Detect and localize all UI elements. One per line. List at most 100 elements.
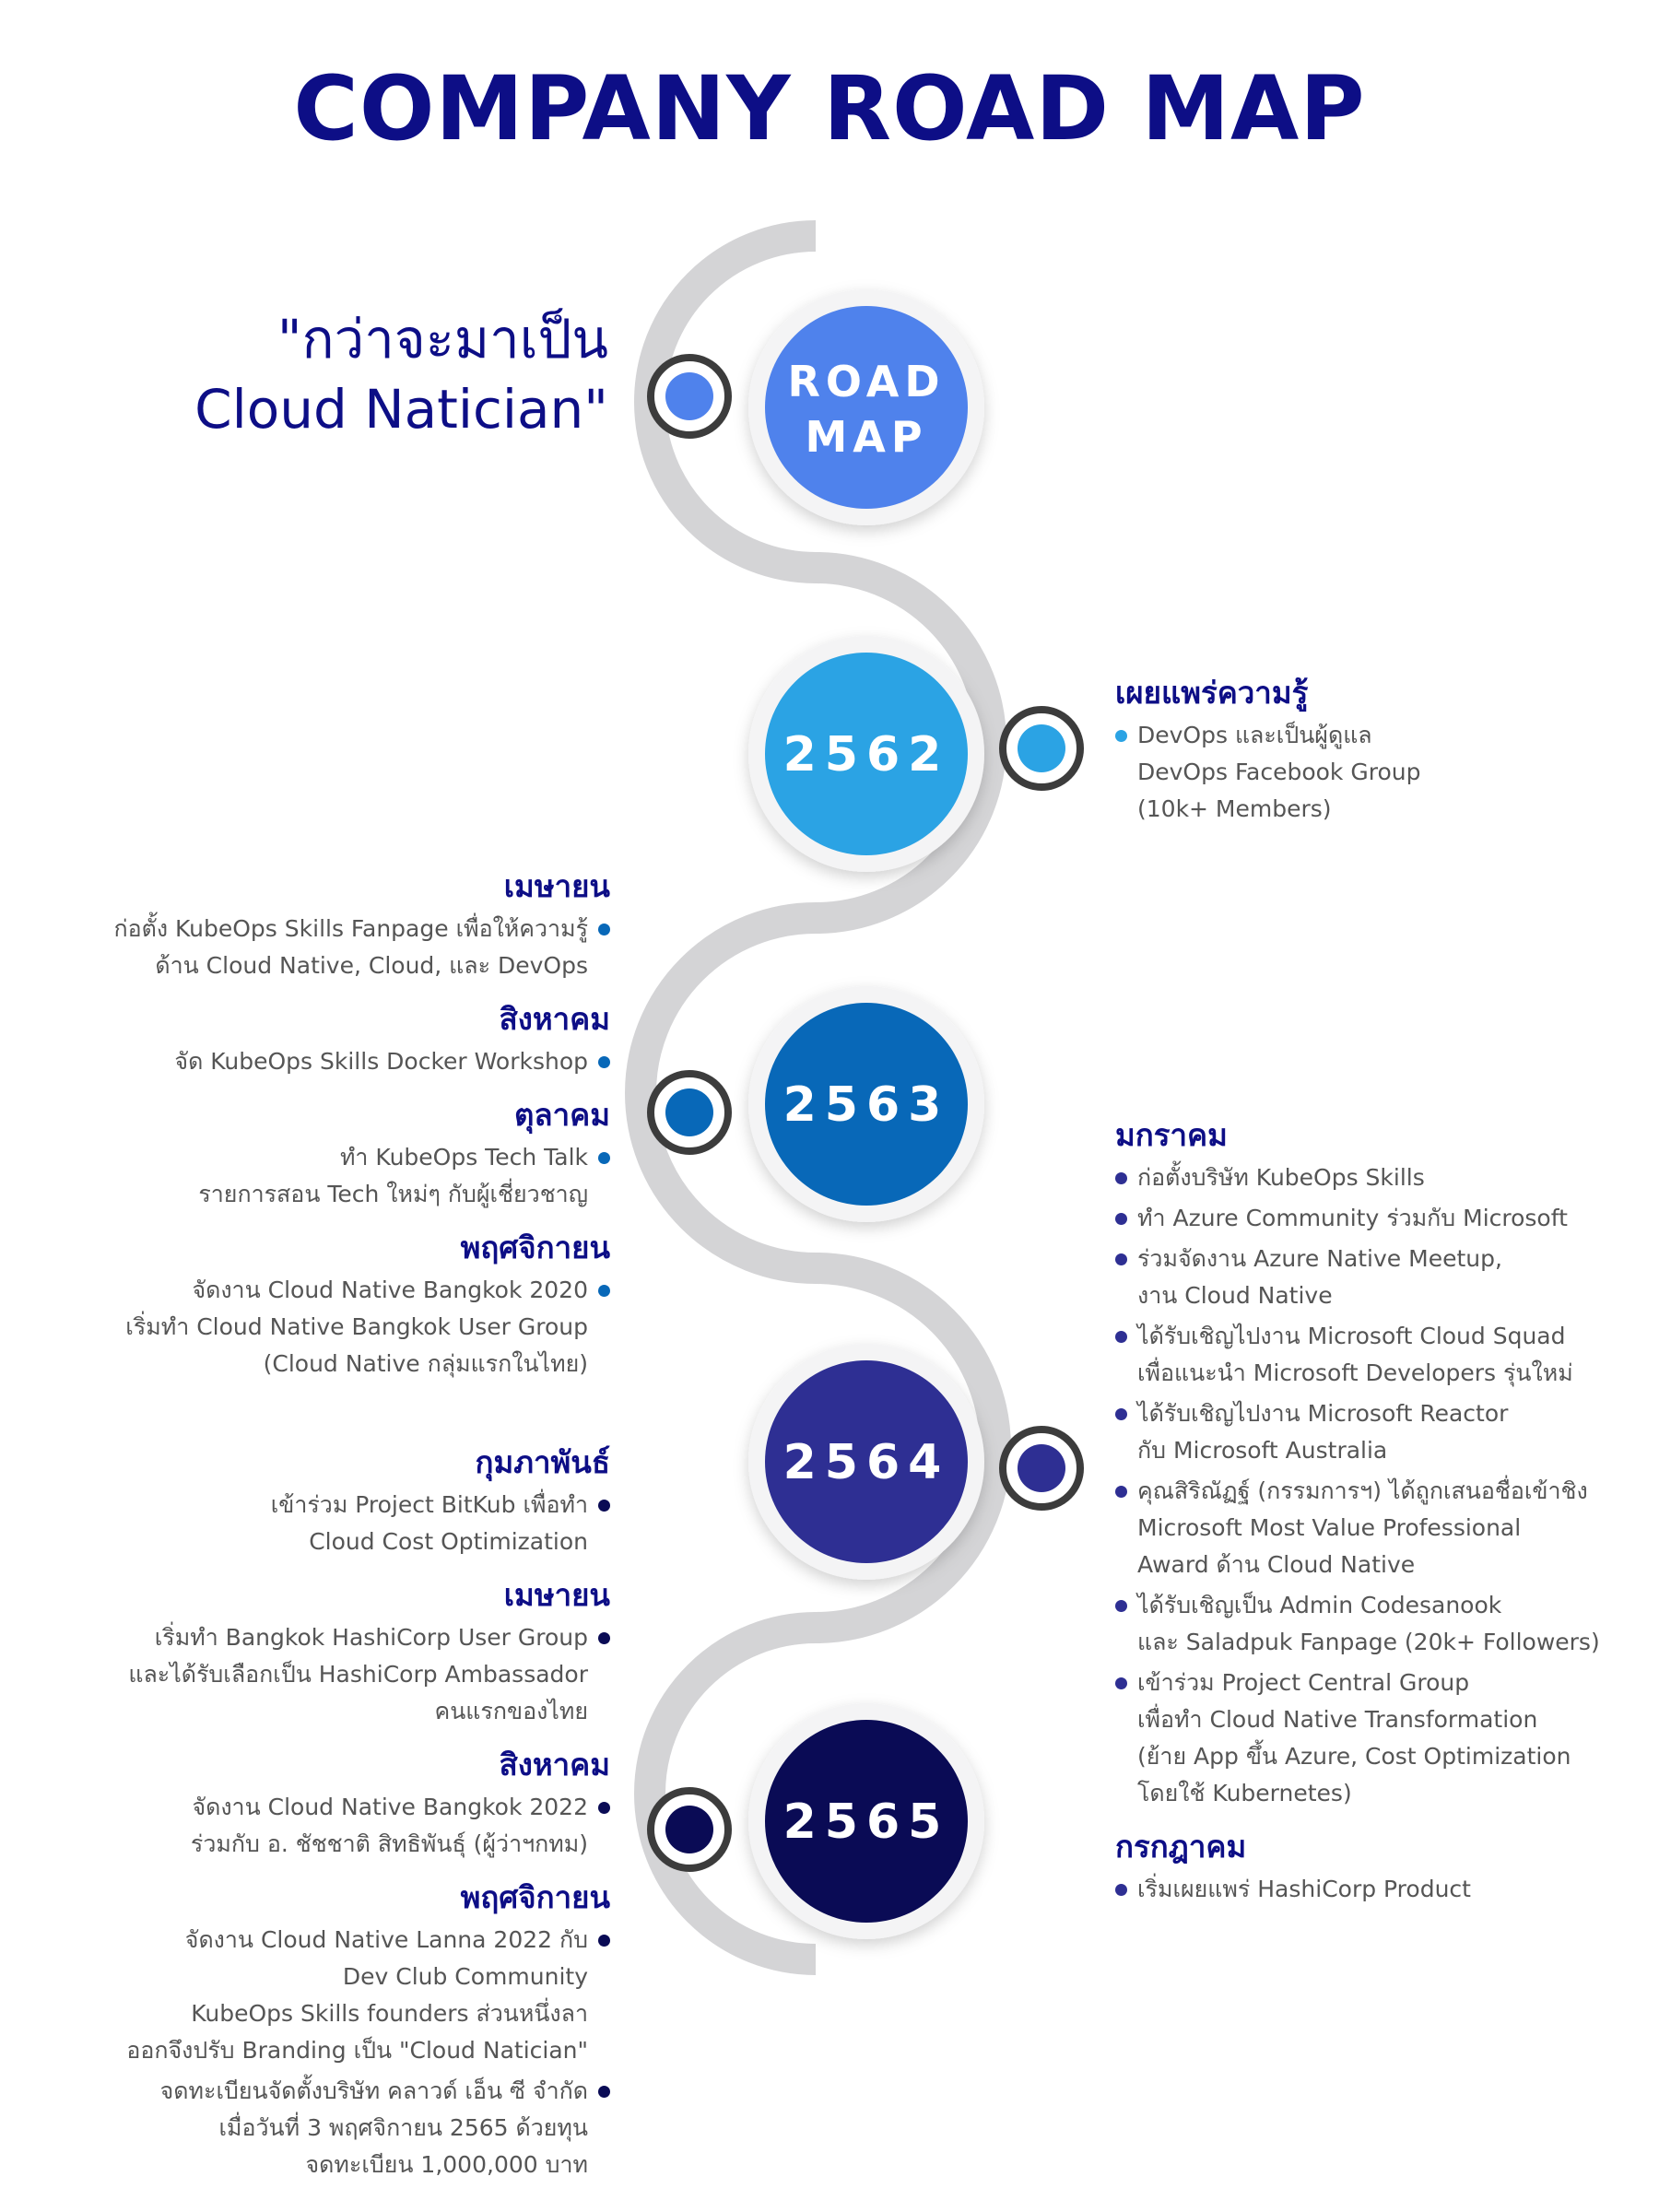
event-month-heading: เผยแพร่ความรู้ bbox=[1115, 675, 1309, 711]
bullet-dot-icon bbox=[598, 1632, 610, 1644]
bullet-dot-icon bbox=[1115, 1677, 1127, 1689]
event-item: จดทะเบียนจัดตั้งบริษัท คลาวด์ เอ็น ซี จำ… bbox=[126, 2073, 610, 2183]
events-2563: เมษายนก่อตั้ง KubeOps Skills Fanpage เพื… bbox=[113, 866, 610, 1397]
event-item-line: จัด KubeOps Skills Docker Workshop bbox=[174, 1048, 588, 1075]
event-item-line: Cloud Cost Optimization bbox=[309, 1528, 588, 1555]
event-section: เมษายนเริ่มทำ Bangkok HashiCorp User Gro… bbox=[126, 1575, 610, 1730]
event-item-line: เมื่อวันที่ 3 พฤศจิกายน 2565 ด้วยทุน bbox=[218, 2114, 588, 2141]
bullet-dot-icon bbox=[1115, 1884, 1127, 1896]
events-2562: เผยแพร่ความรู้ DevOps และเป็นผู้ดูแล DevOp… bbox=[1115, 673, 1420, 842]
timeline-marker-dot bbox=[1018, 724, 1065, 772]
event-item-line: และได้รับเลือกเป็น HashiCorp Ambassador bbox=[128, 1661, 588, 1688]
event-item-line: จัดงาน Cloud Native Lanna 2022 กับ bbox=[184, 1926, 588, 1953]
bullet-dot-icon bbox=[1115, 1253, 1127, 1265]
event-item-line: ก่อตั้ง KubeOps Skills Fanpage เพื่อให้ค… bbox=[113, 915, 588, 942]
event-item: ได้รับเชิญไปงาน Microsoft Reactor กับ Mic… bbox=[1115, 1395, 1600, 1469]
event-item-line: จดทะเบียนจัดตั้งบริษัท คลาวด์ เอ็น ซี จำ… bbox=[159, 2077, 588, 2104]
event-item: ได้รับเชิญเป็น Admin Codesanook และ Salad… bbox=[1115, 1587, 1600, 1661]
bullet-dot-icon bbox=[598, 1500, 610, 1512]
event-item-line: Microsoft Most Value Professional bbox=[1137, 1514, 1522, 1541]
event-item-line: ร่วมจัดงาน Azure Native Meetup, bbox=[1137, 1245, 1502, 1272]
event-item-line: ทำ KubeOps Tech Talk bbox=[339, 1144, 588, 1171]
event-item-line: เพื่อทำ Cloud Native Transformation bbox=[1137, 1706, 1538, 1733]
event-item-line: และ Saladpuk Fanpage (20k+ Followers) bbox=[1137, 1629, 1600, 1655]
event-item: เริ่มเผยแพร่ HashiCorp Product bbox=[1115, 1871, 1600, 1908]
milestone-label-line-1: ROAD bbox=[787, 357, 945, 406]
event-item-line: จดทะเบียน 1,000,000 บาท bbox=[305, 2151, 588, 2178]
event-item-line: ก่อตั้งบริษัท KubeOps Skills bbox=[1137, 1164, 1425, 1191]
event-month-heading: สิงหาคม bbox=[499, 1001, 610, 1037]
bullet-dot-icon bbox=[598, 1056, 610, 1068]
event-item: DevOps และเป็นผู้ดูแล DevOps Facebook Gro… bbox=[1115, 717, 1420, 828]
event-item: ได้รับเชิญไปงาน Microsoft Cloud Squad เพื… bbox=[1115, 1318, 1600, 1392]
event-item: เข้าร่วม Project Central Group เพื่อทำ Cl… bbox=[1115, 1665, 1600, 1812]
event-item-line: โดยใช้ Kubernetes) bbox=[1137, 1780, 1352, 1806]
milestone-disc-2562 bbox=[765, 653, 968, 855]
tagline: "กว่าจะมาเป็น Cloud Natician" bbox=[92, 304, 608, 444]
event-item-line: DevOps และเป็นผู้ดูแล bbox=[1137, 722, 1372, 748]
event-month-heading: ตุลาคม bbox=[513, 1097, 610, 1133]
event-item-line: Award ด้าน Cloud Native bbox=[1137, 1551, 1416, 1578]
event-item-line: เริ่มทำ Bangkok HashiCorp User Group bbox=[154, 1624, 588, 1651]
event-section: ตุลาคมทำ KubeOps Tech Talk รายการสอน Tech… bbox=[113, 1095, 610, 1213]
event-item-line: รายการสอน Tech ใหม่ๆ กับผู้เชี่ยวชาญ bbox=[198, 1181, 588, 1207]
bullet-dot-icon bbox=[1115, 1172, 1127, 1184]
milestone-year-label: 2564 bbox=[783, 1435, 950, 1490]
event-item: จัด KubeOps Skills Docker Workshop bbox=[113, 1043, 610, 1080]
event-item-line: เข้าร่วม Project Central Group bbox=[1137, 1669, 1470, 1696]
event-item-line: กับ Microsoft Australia bbox=[1137, 1437, 1388, 1464]
event-item-line: (Cloud Native กลุ่มแรกในไทย) bbox=[263, 1350, 588, 1377]
event-item: ทำ Azure Community ร่วมกับ Microsoft bbox=[1115, 1200, 1600, 1237]
milestone-label-line-2: MAP bbox=[805, 412, 927, 462]
event-item-line: คนแรกของไทย bbox=[434, 1698, 588, 1724]
event-item: เข้าร่วม Project BitKub เพื่อทำ Cloud Cos… bbox=[126, 1487, 610, 1560]
event-month-heading: เมษายน bbox=[503, 868, 610, 904]
bullet-dot-icon bbox=[598, 1802, 610, 1814]
event-item: จัดงาน Cloud Native Bangkok 2020 เริ่มทำ … bbox=[113, 1272, 610, 1382]
timeline-marker-dot bbox=[665, 1806, 713, 1853]
bullet-dot-icon bbox=[1115, 1408, 1127, 1420]
milestone-disc-2564 bbox=[765, 1360, 968, 1563]
event-item: ทำ KubeOps Tech Talk รายการสอน Tech ใหม่ๆ… bbox=[113, 1139, 610, 1213]
event-section: มกราคมก่อตั้งบริษัท KubeOps Skills ทำ Azu… bbox=[1115, 1115, 1600, 1812]
event-month-heading: พฤศจิกายน bbox=[460, 1230, 610, 1265]
event-item: ก่อตั้งบริษัท KubeOps Skills bbox=[1115, 1159, 1600, 1196]
event-item-line: ทำ Azure Community ร่วมกับ Microsoft bbox=[1137, 1205, 1568, 1231]
bullet-dot-icon bbox=[598, 2086, 610, 2098]
event-month-heading: เมษายน bbox=[503, 1577, 610, 1613]
event-section: เผยแพร่ความรู้ DevOps และเป็นผู้ดูแล DevOp… bbox=[1115, 673, 1420, 828]
event-item-line: ร่วมกับ อ. ชัชชาติ สิทธิพันธุ์ (ผู้ว่าฯก… bbox=[190, 1830, 588, 1857]
event-month-heading: มกราคม bbox=[1115, 1117, 1228, 1153]
milestone-year-label: 2563 bbox=[783, 1077, 950, 1133]
bullet-dot-icon bbox=[1115, 1213, 1127, 1225]
event-item-line: เริ่มทำ Cloud Native Bangkok User Group bbox=[125, 1313, 588, 1340]
tagline-line-1: "กว่าจะมาเป็น bbox=[276, 308, 608, 371]
event-item-line: ได้รับเชิญไปงาน Microsoft Reactor bbox=[1137, 1400, 1509, 1427]
event-item: คุณสิริณัฏฐ์ (กรรมการฯ) ได้ถูกเสนอชื่อเข… bbox=[1115, 1473, 1600, 1583]
event-item-line: KubeOps Skills founders ส่วนหนึ่งลา bbox=[191, 2000, 588, 2027]
event-item: ก่อตั้ง KubeOps Skills Fanpage เพื่อให้ค… bbox=[113, 911, 610, 984]
bullet-dot-icon bbox=[598, 1935, 610, 1947]
tagline-line-2: Cloud Natician" bbox=[194, 378, 608, 441]
event-section: สิงหาคมจัด KubeOps Skills Docker Worksho… bbox=[113, 999, 610, 1080]
event-item-line: Dev Club Community bbox=[342, 1963, 588, 1990]
event-item: เริ่มทำ Bangkok HashiCorp User Group และไ… bbox=[126, 1619, 610, 1730]
event-section: สิงหาคม จัดงาน Cloud Native Bangkok 2022 ร… bbox=[126, 1745, 610, 1863]
event-item-line: (10k+ Members) bbox=[1137, 795, 1332, 822]
event-item-line: ด้าน Cloud Native, Cloud, และ DevOps bbox=[155, 952, 588, 979]
event-month-heading: กรกฎาคม bbox=[1115, 1829, 1247, 1865]
page-title: COMPANY ROAD MAP bbox=[293, 57, 1366, 160]
bullet-dot-icon bbox=[598, 924, 610, 935]
milestone-year-label: 2562 bbox=[783, 727, 950, 782]
event-item-line: คุณสิริณัฏฐ์ (กรรมการฯ) ได้ถูกเสนอชื่อเข… bbox=[1137, 1477, 1588, 1504]
bullet-dot-icon bbox=[598, 1152, 610, 1164]
event-month-heading: สิงหาคม bbox=[499, 1747, 610, 1783]
event-item-line: ได้รับเชิญไปงาน Microsoft Cloud Squad bbox=[1137, 1323, 1566, 1349]
event-item-line: เริ่มเผยแพร่ HashiCorp Product bbox=[1137, 1876, 1471, 1902]
timeline-marker-dot bbox=[1018, 1444, 1065, 1492]
bullet-dot-icon bbox=[598, 1285, 610, 1297]
bullet-dot-icon bbox=[1115, 730, 1127, 742]
timeline-marker-dot bbox=[665, 1088, 713, 1136]
